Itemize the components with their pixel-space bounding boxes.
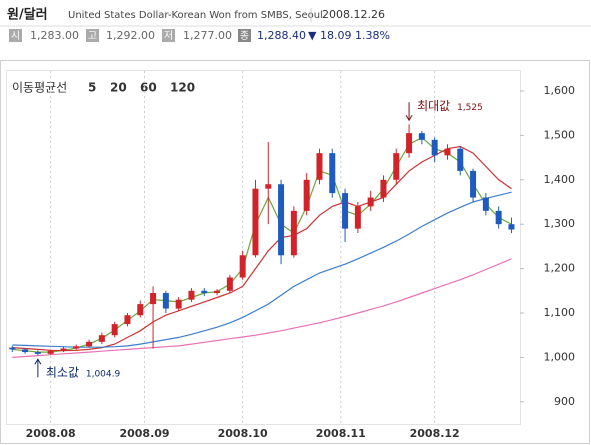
candle-body <box>124 315 131 325</box>
annotation-value: 1,004.9 <box>86 370 121 380</box>
candle-body <box>482 197 489 211</box>
legend-item: 20 <box>110 81 127 95</box>
annotation-value: 1,525 <box>457 103 483 113</box>
candle-body <box>278 184 285 256</box>
y-tick-label: 1,500 <box>544 128 576 141</box>
candle-body <box>380 179 387 198</box>
y-tick-label: 1,000 <box>544 350 576 363</box>
candle-body <box>354 206 361 229</box>
header-date: 2008.12.26 <box>322 8 385 21</box>
candle-body <box>111 324 118 336</box>
change-value: 18.09 <box>320 29 352 42</box>
candle-body <box>406 133 413 154</box>
quote-icon-bg <box>238 29 251 42</box>
candle-body <box>226 277 233 291</box>
candle-body <box>98 335 105 342</box>
candle-body <box>188 290 195 300</box>
legend: 이동평균선 5 20 60 120 <box>12 81 195 95</box>
candle-body <box>316 153 323 180</box>
annotation-arrowhead <box>34 358 42 365</box>
legend-title: 이동평균선 <box>12 81 67 95</box>
quote-icon: 저 <box>164 30 173 42</box>
moving-average-line <box>12 191 512 348</box>
y-tick-label: 1,400 <box>544 173 576 186</box>
candle-body <box>162 293 169 309</box>
candle-body <box>367 197 374 207</box>
moving-average-line <box>12 136 512 353</box>
y-tick-label: 900 <box>554 395 575 408</box>
candle-body <box>214 290 221 294</box>
candle-body <box>495 210 502 225</box>
x-tick-label: 2008.09 <box>119 427 169 440</box>
candle-body <box>508 224 515 230</box>
candle-body <box>60 348 67 351</box>
moving-average-line <box>12 145 512 352</box>
y-tick-label: 1,300 <box>544 217 576 230</box>
legend-item: 60 <box>140 81 157 95</box>
candle-body <box>252 188 259 256</box>
candle-body <box>470 170 477 198</box>
x-tick-label: 2008.12 <box>410 427 460 440</box>
quote-icon-bg <box>9 29 22 42</box>
quote-icon: 고 <box>88 31 97 42</box>
candle-body <box>175 299 182 309</box>
change-pct: 1.38% <box>355 29 390 42</box>
quote-icon-bg <box>162 29 175 42</box>
change-direction: ▼ <box>308 29 317 42</box>
candle-body <box>239 255 246 278</box>
candle-body <box>329 153 336 194</box>
x-tick-label: 2008.11 <box>316 427 366 440</box>
chart-frame <box>0 60 590 444</box>
candle-body <box>457 148 464 171</box>
close-value: 1,288.40 <box>257 29 306 42</box>
candle-body <box>431 139 438 156</box>
moving-average-line <box>12 258 512 358</box>
candle-body <box>137 304 144 316</box>
legend-item: 120 <box>170 81 195 95</box>
quote-value: 1,292.00 <box>106 29 155 42</box>
x-tick-label: 2008.08 <box>26 427 76 440</box>
annotation-text: 최소값 <box>46 366 79 380</box>
quote-value: 1,283.00 <box>30 29 79 42</box>
candle-body <box>86 341 93 347</box>
candle-body <box>444 148 451 156</box>
header-source: United States Dollar-Korean Won from SMB… <box>68 10 323 21</box>
candle-body <box>418 133 425 140</box>
legend-item: 5 <box>88 81 96 95</box>
candle-body <box>22 349 29 353</box>
candle-body <box>342 193 349 229</box>
quote-icon: 종 <box>240 30 249 42</box>
y-tick-label: 1,100 <box>544 306 576 319</box>
y-tick-label: 1,600 <box>544 84 576 97</box>
candle-body <box>34 352 41 354</box>
candle-body <box>73 346 80 349</box>
candle-body <box>47 350 54 354</box>
candle-body <box>9 347 16 350</box>
candle-body <box>393 153 400 180</box>
candle-body <box>303 179 310 211</box>
x-tick-label: 2008.10 <box>218 427 268 440</box>
quote-icon: 시 <box>11 30 20 42</box>
candle-body <box>290 210 297 256</box>
quote-value: 1,277.00 <box>183 29 232 42</box>
candle-body <box>150 293 157 305</box>
candle-body <box>265 184 272 189</box>
plot-area <box>6 70 521 425</box>
quote-icon-bg <box>86 29 99 42</box>
annotation-text: 최대값 <box>417 99 450 113</box>
candle-body <box>201 290 208 294</box>
annotation-arrowhead <box>405 115 413 122</box>
header-title: 원/달러 <box>7 7 48 23</box>
y-tick-label: 1,200 <box>544 262 576 275</box>
